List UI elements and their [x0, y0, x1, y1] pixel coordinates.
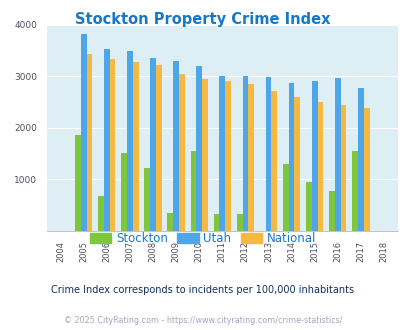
Bar: [219, 76, 225, 231]
Bar: [213, 214, 219, 231]
Bar: [173, 61, 179, 231]
Bar: [340, 105, 345, 231]
Text: Stockton Property Crime Index: Stockton Property Crime Index: [75, 12, 330, 26]
Bar: [363, 108, 369, 231]
Bar: [265, 77, 271, 231]
Bar: [317, 102, 322, 231]
Bar: [75, 135, 81, 231]
Bar: [196, 66, 202, 231]
Bar: [127, 50, 132, 231]
Bar: [132, 62, 138, 231]
Bar: [271, 91, 277, 231]
Bar: [294, 97, 300, 231]
Bar: [288, 83, 294, 231]
Bar: [305, 182, 311, 231]
Bar: [104, 50, 109, 231]
Bar: [352, 151, 357, 231]
Bar: [202, 79, 207, 231]
Bar: [282, 164, 288, 231]
Bar: [236, 214, 242, 231]
Bar: [328, 191, 334, 231]
Bar: [248, 84, 254, 231]
Bar: [190, 151, 196, 231]
Bar: [86, 54, 92, 231]
Bar: [167, 213, 173, 231]
Bar: [334, 78, 340, 231]
Bar: [109, 59, 115, 231]
Text: © 2025 CityRating.com - https://www.cityrating.com/crime-statistics/: © 2025 CityRating.com - https://www.city…: [64, 316, 341, 325]
Bar: [121, 152, 127, 231]
Bar: [150, 58, 156, 231]
Bar: [98, 196, 104, 231]
Bar: [357, 88, 363, 231]
Bar: [144, 168, 150, 231]
Bar: [242, 76, 248, 231]
Bar: [81, 34, 86, 231]
Bar: [225, 81, 230, 231]
Bar: [179, 74, 184, 231]
Bar: [156, 65, 161, 231]
Legend: Stockton, Utah, National: Stockton, Utah, National: [85, 227, 320, 250]
Bar: [311, 82, 317, 231]
Text: Crime Index corresponds to incidents per 100,000 inhabitants: Crime Index corresponds to incidents per…: [51, 285, 354, 295]
